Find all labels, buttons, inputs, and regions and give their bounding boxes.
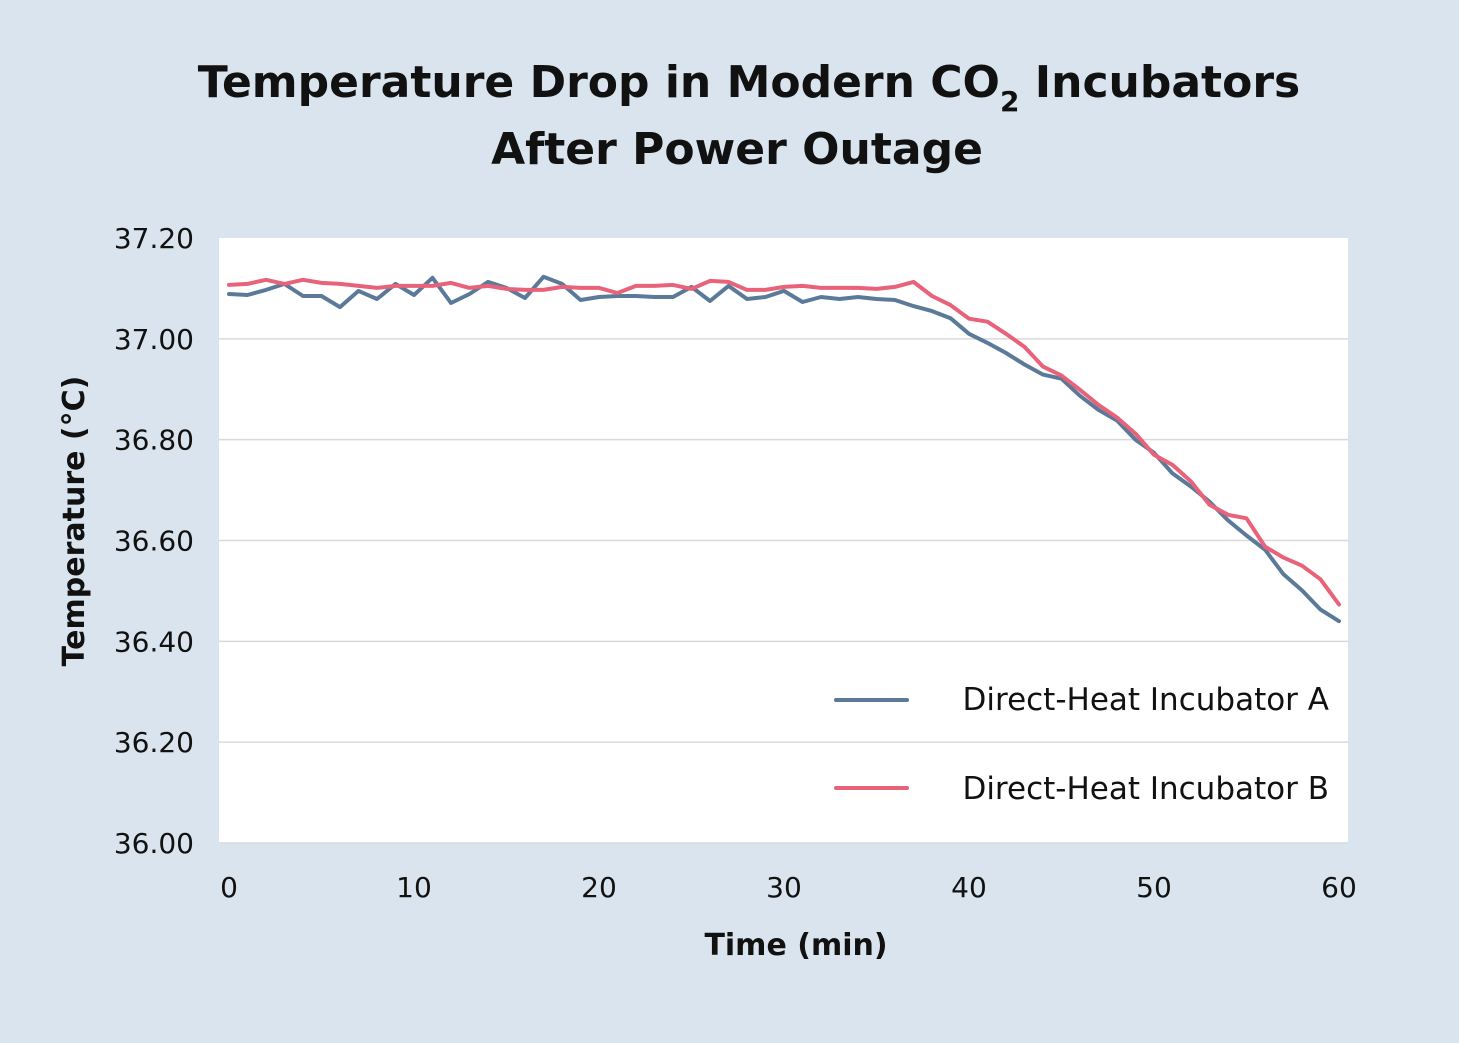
y-tick-label: 36.40 [114, 625, 194, 658]
y-tick-label: 36.80 [114, 424, 194, 457]
x-axis-tick-labels: 0 10 20 30 40 50 60 [220, 871, 1357, 904]
y-axis-tick-labels: 36.00 36.20 36.40 36.60 36.80 37.00 37.20 [114, 222, 194, 860]
chart-title-suffix: Incubators [1019, 57, 1300, 108]
x-tick-label: 60 [1321, 871, 1357, 904]
chart-title-line-2: After Power Outage [491, 124, 983, 175]
y-tick-label: 37.20 [114, 222, 194, 255]
x-axis-title: Time (min) [704, 928, 887, 963]
series-line-b [227, 277, 1341, 607]
series-lines [227, 274, 1341, 624]
y-tick-label: 36.00 [114, 827, 194, 860]
x-tick-label: 20 [581, 871, 617, 904]
x-tick-label: 40 [951, 871, 987, 904]
chart-title-line-1: Temperature Drop in Modern CO2 Incubator… [198, 57, 1300, 118]
y-tick-label: 36.60 [114, 525, 194, 558]
chart-title-subscript: 2 [1000, 85, 1019, 118]
x-tick-label: 30 [766, 871, 802, 904]
legend-label-b: Direct-Heat Incubator B [962, 771, 1329, 807]
y-tick-label: 36.20 [114, 726, 194, 759]
legend-label-a: Direct-Heat Incubator A [963, 682, 1329, 718]
gridlines [219, 338, 1348, 844]
x-tick-label: 0 [220, 871, 238, 904]
y-axis-title: Temperature (°C) [57, 376, 92, 667]
x-tick-label: 50 [1136, 871, 1172, 904]
x-tick-label: 10 [396, 871, 432, 904]
legend: Direct-Heat Incubator A Direct-Heat Incu… [834, 682, 1329, 807]
chart-title-prefix: Temperature Drop in Modern CO [198, 57, 1000, 108]
y-tick-label: 37.00 [114, 323, 194, 356]
